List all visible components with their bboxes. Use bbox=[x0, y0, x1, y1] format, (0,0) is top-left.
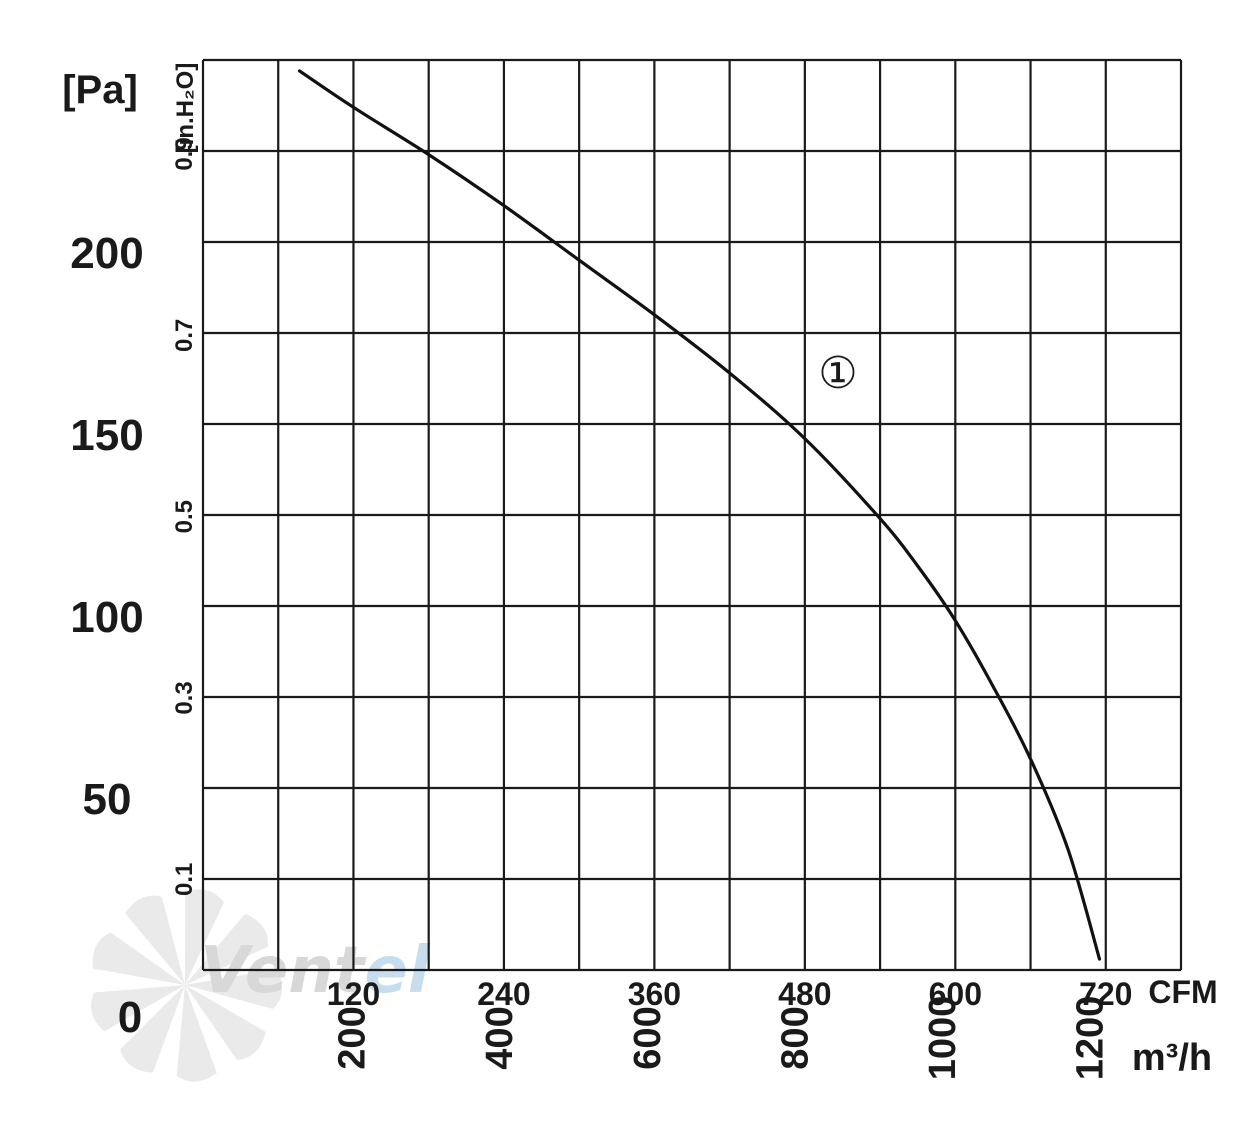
fan-blade-2 bbox=[185, 985, 266, 1060]
fan-blade-5 bbox=[91, 985, 185, 1032]
y-axis-unit-pa: [Pa] bbox=[62, 68, 138, 112]
fan-blade-8 bbox=[185, 889, 224, 985]
x-axis-unit-m3h: m³/h bbox=[1132, 1037, 1212, 1079]
y-tick-pa-150: 150 bbox=[70, 411, 143, 460]
fan-blade-4 bbox=[120, 985, 185, 1073]
x-tick-m3h-800: 800 bbox=[774, 1006, 816, 1069]
fan-blade-9 bbox=[185, 913, 268, 985]
fan-blade-6 bbox=[92, 932, 185, 985]
y-tick-inh2o-0.7: 0.7 bbox=[171, 319, 198, 352]
x-tick-cfm-480: 480 bbox=[778, 976, 831, 1012]
curve-label: ① bbox=[818, 348, 857, 399]
y-axis-inh2o-ticks: 0.1 0.3 0.5 0.7 0.9 bbox=[171, 137, 198, 896]
x-tick-cfm-720: 720 bbox=[1079, 976, 1132, 1012]
plot-grid bbox=[201, 58, 1183, 972]
y-tick-pa-100: 100 bbox=[70, 593, 143, 642]
x-tick-m3h-200: 200 bbox=[332, 1006, 374, 1069]
y-tick-inh2o-0.3: 0.3 bbox=[171, 681, 198, 714]
y-tick-pa-200: 200 bbox=[70, 229, 143, 278]
y-axis-pa-ticks: 0 50 100 150 200 bbox=[70, 229, 143, 1042]
x-tick-m3h-600: 600 bbox=[627, 1006, 669, 1069]
y-tick-inh2o-0.1: 0.1 bbox=[171, 863, 198, 896]
x-tick-cfm-240: 240 bbox=[477, 976, 530, 1012]
x-axis-cfm-ticks: 120 240 360 480 600 720 bbox=[327, 976, 1133, 1012]
x-axis-unit-cfm: CFM bbox=[1148, 974, 1217, 1010]
y-tick-pa-0: 0 bbox=[118, 993, 142, 1042]
y-tick-inh2o-0.9: 0.9 bbox=[171, 137, 198, 170]
fan-blade-1 bbox=[185, 969, 283, 1009]
y-axis-unit-inh2o: [in.H₂O] bbox=[172, 63, 199, 154]
fan-blade-3 bbox=[176, 985, 217, 1082]
y-tick-inh2o-0.5: 0.5 bbox=[171, 500, 198, 533]
fan-blade-7 bbox=[125, 895, 185, 985]
fan-logo-icon bbox=[91, 889, 283, 1082]
x-tick-cfm-360: 360 bbox=[628, 976, 681, 1012]
x-axis-m3h-ticks: 200 400 600 800 1000 1200 bbox=[332, 996, 1112, 1081]
x-tick-m3h-1200: 1200 bbox=[1070, 996, 1112, 1081]
series-line-1 bbox=[297, 69, 1102, 961]
x-tick-cfm-600: 600 bbox=[929, 976, 982, 1012]
x-tick-m3h-1000: 1000 bbox=[922, 996, 964, 1081]
x-tick-cfm-120: 120 bbox=[327, 976, 380, 1012]
y-tick-pa-50: 50 bbox=[83, 775, 132, 824]
x-tick-m3h-400: 400 bbox=[479, 1006, 521, 1069]
